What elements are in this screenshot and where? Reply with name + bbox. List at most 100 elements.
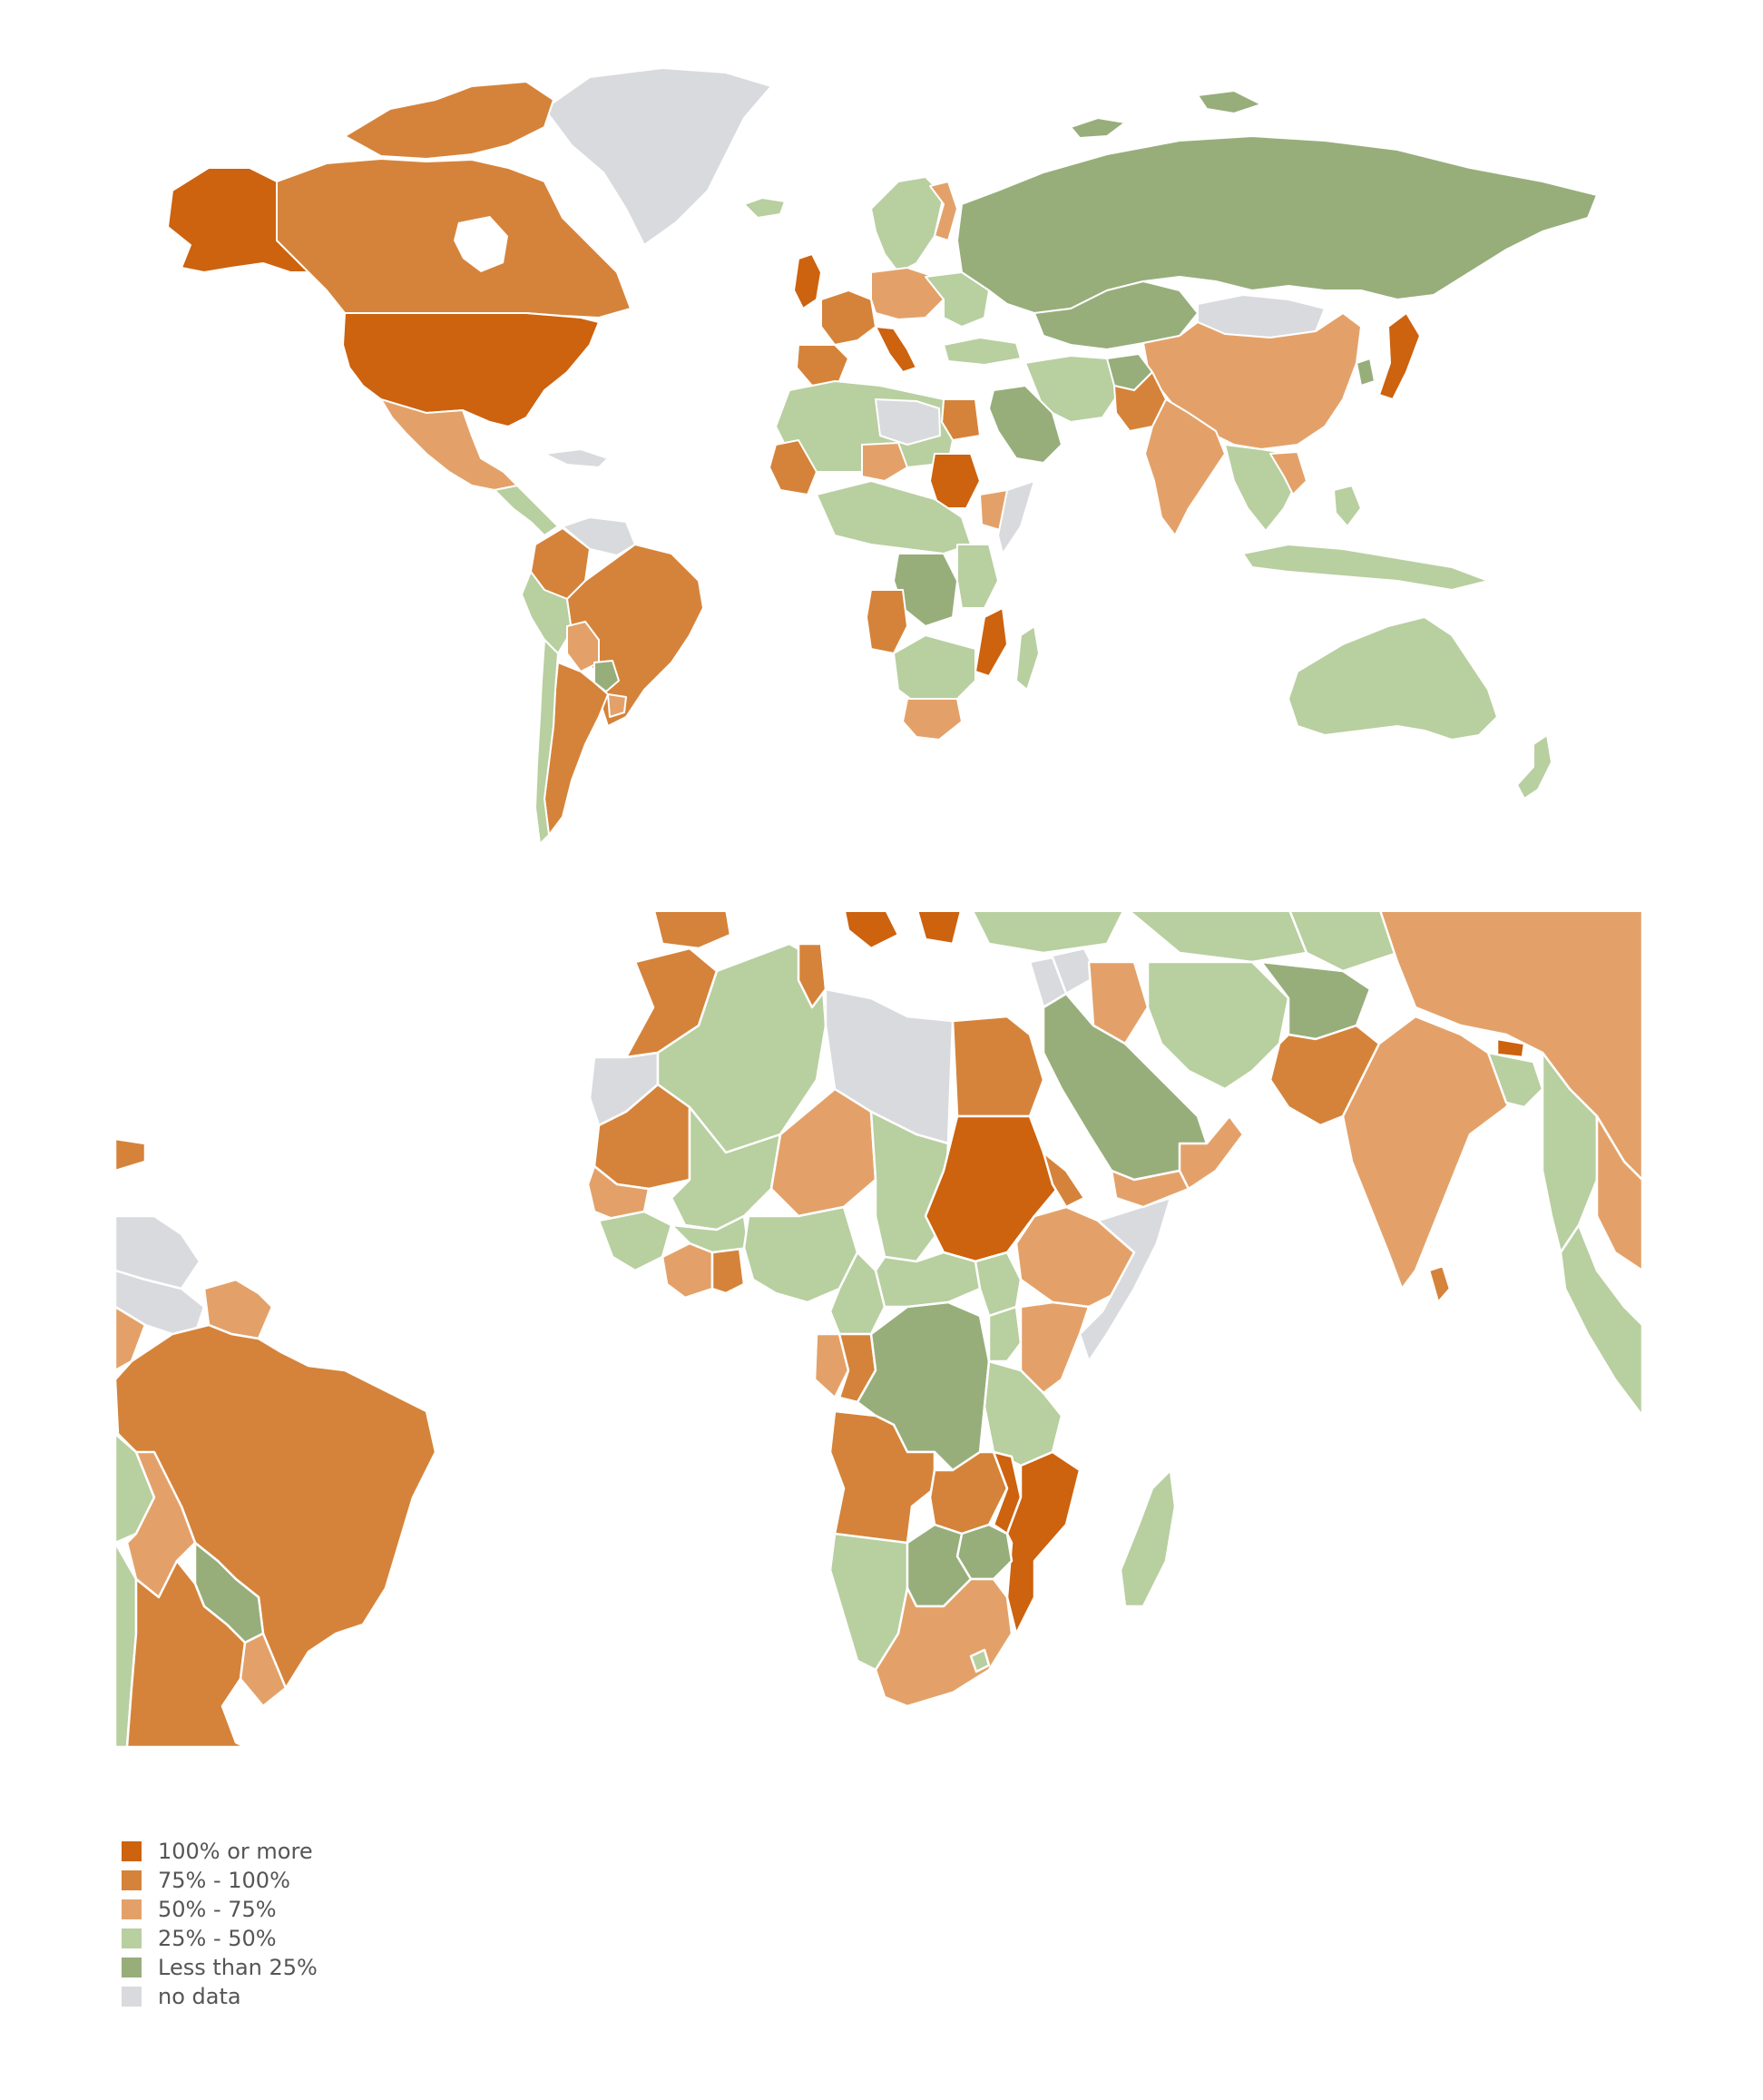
region-russia-islands[interactable] xyxy=(1197,90,1262,114)
region-canada-islands[interactable] xyxy=(344,81,554,160)
legend-swatch xyxy=(122,1987,142,2007)
zoom-region-oman[interactable] xyxy=(1178,1114,1245,1191)
zoom-region-balkans[interactable] xyxy=(916,908,963,946)
zoom-region-ivory-coast[interactable] xyxy=(661,1241,714,1300)
zoom-region-india[interactable] xyxy=(1341,1015,1526,1290)
region-south-africa[interactable] xyxy=(902,698,963,741)
zoom-region-nepal[interactable] xyxy=(1495,1037,1526,1059)
region-australia[interactable] xyxy=(1288,616,1498,741)
zoom-region-eritrea[interactable] xyxy=(1042,1151,1086,1209)
zoom-region-malay[interactable] xyxy=(1559,1223,1642,1418)
region-saudi[interactable] xyxy=(988,385,1063,464)
zoom-region-south-sudan[interactable] xyxy=(974,1251,1023,1318)
zoom-region-madagascar[interactable] xyxy=(1119,1468,1177,1608)
region-india[interactable] xyxy=(1144,398,1226,536)
zoom-region-iraq[interactable] xyxy=(1087,960,1150,1045)
zoom-region-yemen[interactable] xyxy=(1110,1169,1190,1209)
zoom-region-iberia[interactable] xyxy=(652,908,732,950)
legend-item-100-or-more[interactable]: 100% or more xyxy=(122,1837,318,1866)
region-indonesia[interactable] xyxy=(1242,544,1489,591)
region-usa[interactable] xyxy=(342,312,600,427)
region-iceland[interactable] xyxy=(743,197,786,219)
region-madagascar[interactable] xyxy=(1015,625,1040,691)
zoom-region-niger[interactable] xyxy=(769,1087,877,1218)
zoom-region-nigeria[interactable] xyxy=(742,1205,859,1304)
region-caribbean[interactable] xyxy=(544,448,609,468)
zoom-region-sri-lanka[interactable] xyxy=(1427,1264,1452,1304)
zoom-region-lesotho[interactable] xyxy=(969,1648,991,1673)
legend-label: Less than 25% xyxy=(158,1955,318,1980)
region-mozambique[interactable] xyxy=(975,607,1008,677)
region-central-europe[interactable] xyxy=(870,267,945,320)
region-kazakhstan[interactable] xyxy=(1033,280,1199,350)
legend-label: 50% - 75% xyxy=(158,1897,277,1922)
region-chile[interactable] xyxy=(534,639,559,845)
legend-item-50-75[interactable]: 50% - 75% xyxy=(122,1895,318,1924)
region-italy[interactable] xyxy=(875,326,917,373)
zoom-region-cameroon[interactable] xyxy=(828,1251,886,1336)
zoom-region-somalia[interactable] xyxy=(1078,1196,1172,1363)
region-turkey[interactable] xyxy=(943,337,1022,366)
legend-item-25-50[interactable]: 25% - 50% xyxy=(122,1924,318,1953)
zoom-region-italy[interactable] xyxy=(843,908,900,950)
region-paraguay[interactable] xyxy=(593,660,620,692)
region-somalia[interactable] xyxy=(997,480,1035,554)
legend-item-no-data[interactable]: no data xyxy=(122,1982,318,2011)
zoom-region-guinea[interactable] xyxy=(597,1210,673,1272)
legend-item-75-100[interactable]: 75% - 100% xyxy=(122,1866,318,1895)
region-drc[interactable] xyxy=(893,553,958,627)
region-scandinavia[interactable] xyxy=(870,176,945,273)
region-uruguay[interactable] xyxy=(607,693,627,718)
zoom-region-caribbean-islands[interactable] xyxy=(115,1137,147,1173)
zoom-region-bangladesh[interactable] xyxy=(1486,1051,1544,1109)
legend-item-less-than-25[interactable]: Less than 25% xyxy=(122,1953,318,1982)
region-east-africa[interactable] xyxy=(956,544,999,609)
legend-swatch xyxy=(122,1958,142,1977)
zoom-region-turkey[interactable] xyxy=(971,908,1125,955)
legend-label: 75% - 100% xyxy=(158,1868,290,1893)
region-sudan[interactable] xyxy=(929,453,981,509)
region-niger[interactable] xyxy=(861,442,908,482)
zoom-region-egypt[interactable] xyxy=(951,1015,1045,1118)
zoom-region-central-asia[interactable] xyxy=(1288,908,1399,973)
zoom-region-tunisia[interactable] xyxy=(797,942,828,1009)
region-uk[interactable] xyxy=(793,253,822,309)
legend-label: no data xyxy=(158,1984,241,2009)
region-new-zealand[interactable] xyxy=(1516,734,1552,800)
region-france[interactable] xyxy=(820,289,877,346)
region-korea[interactable] xyxy=(1356,358,1376,387)
legend-swatch xyxy=(122,1899,142,1919)
region-canada[interactable] xyxy=(276,158,632,319)
zoom-region-south-africa[interactable] xyxy=(874,1577,1014,1708)
region-hudson-bay xyxy=(454,216,508,272)
region-central-america[interactable] xyxy=(494,485,559,536)
zoom-region-caucasus[interactable] xyxy=(1125,908,1308,964)
region-japan[interactable] xyxy=(1378,312,1421,400)
zoom-region-iran[interactable] xyxy=(1146,960,1290,1091)
zoom-region-zambia[interactable] xyxy=(928,1450,1009,1536)
zoom-region-uruguay[interactable] xyxy=(239,1632,288,1708)
region-west-africa[interactable] xyxy=(769,439,818,496)
region-vietnam[interactable] xyxy=(1269,451,1308,496)
zoom-region-ethiopia[interactable] xyxy=(1014,1205,1136,1309)
zoom-region-kenya[interactable] xyxy=(1019,1300,1091,1395)
zoom-region-gabon[interactable] xyxy=(813,1332,850,1399)
region-southern-africa[interactable] xyxy=(893,634,976,704)
legend-swatch xyxy=(122,1870,142,1890)
zoom-region-thailand[interactable] xyxy=(1595,1114,1642,1272)
africa-zoom-map xyxy=(115,908,1642,1747)
zoom-region-angola[interactable] xyxy=(828,1409,936,1545)
zoom-region-ghana[interactable] xyxy=(710,1246,746,1295)
zoom-region-mozambique[interactable] xyxy=(1005,1450,1082,1635)
world-map xyxy=(167,67,1598,845)
region-alaska[interactable] xyxy=(167,167,318,273)
region-russia-islands-2[interactable] xyxy=(1070,117,1126,139)
legend-label: 25% - 50% xyxy=(158,1926,277,1951)
region-finland[interactable] xyxy=(929,181,958,241)
legend-label: 100% or more xyxy=(158,1839,313,1864)
region-philippines[interactable] xyxy=(1333,485,1362,527)
zoom-region-uganda-kenya[interactable] xyxy=(987,1305,1023,1363)
region-libya[interactable] xyxy=(875,398,941,446)
region-greenland[interactable] xyxy=(544,67,772,246)
zoom-region-car[interactable] xyxy=(874,1251,982,1309)
